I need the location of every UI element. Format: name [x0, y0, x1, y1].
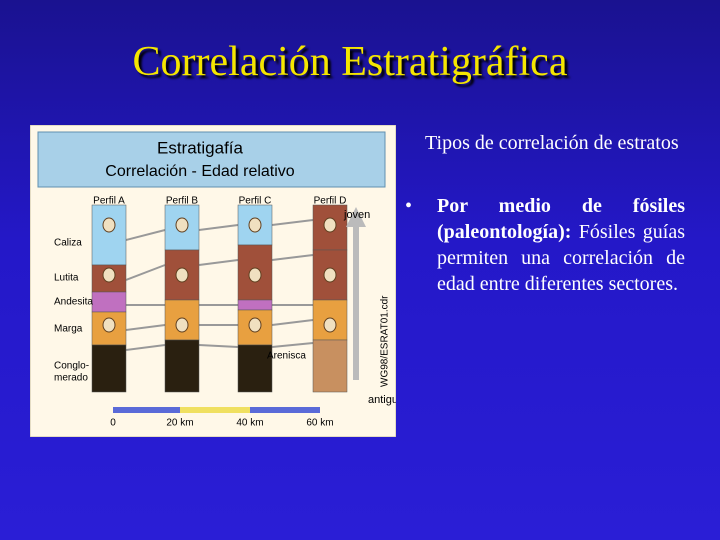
correlation-line	[125, 324, 166, 331]
bullet-text: Por medio de fósiles (paleontología): Fó…	[437, 193, 685, 297]
stratum	[91, 204, 127, 266]
slide-title: Correlación Estratigráfica	[132, 39, 568, 85]
text-heading: Tipos de correlación de estratos	[425, 130, 695, 156]
bullet-bold: Por medio de fósiles (paleontología):	[437, 195, 685, 243]
stratum	[164, 299, 200, 341]
fossil	[248, 267, 262, 283]
correlation-line	[271, 319, 314, 326]
stratum	[237, 344, 273, 393]
figure-header	[37, 131, 386, 188]
rock-label: Andesita	[54, 297, 93, 308]
fossil	[323, 267, 337, 283]
scale-seg	[180, 407, 250, 413]
fossil	[248, 217, 262, 233]
fossil	[323, 317, 337, 333]
correlation-line	[198, 259, 239, 266]
stratum	[237, 299, 273, 311]
arrow-head	[346, 207, 366, 227]
fossil	[102, 317, 116, 333]
rock-label: merado	[54, 373, 88, 384]
fossil	[175, 217, 189, 233]
rock-label: Marga	[54, 324, 83, 335]
scale-seg	[250, 407, 320, 413]
profile-label: Perfil A	[93, 196, 125, 207]
correlation-line	[271, 342, 314, 348]
profile-label: Perfil D	[314, 196, 347, 207]
fossil	[323, 217, 337, 233]
correlation-line	[198, 344, 239, 348]
stratum	[164, 249, 200, 301]
stratum	[91, 344, 127, 393]
figure-title: Estratigafía	[157, 138, 244, 157]
heading-text: Tipos de correlación de estratos	[425, 132, 679, 154]
figure-subtitle: Correlación - Edad relativo	[105, 163, 295, 180]
fossil	[175, 317, 189, 333]
fossil	[248, 317, 262, 333]
stratum	[91, 291, 127, 313]
stratum	[312, 339, 348, 393]
scale-label: 0	[110, 418, 116, 429]
fossil	[175, 267, 189, 283]
rock-label: Lutita	[54, 273, 79, 284]
correlation-line	[125, 264, 166, 281]
figure: Estratigafía Correlación - Edad relativo…	[30, 125, 396, 437]
correlation-line	[125, 344, 166, 351]
stratum	[164, 339, 200, 393]
scale-label: 20 km	[166, 418, 193, 429]
credit: WG98/ESRAT01.cdr	[380, 295, 391, 387]
profile-label: Perfil B	[166, 196, 199, 207]
bullet-rest: Fósiles guías permiten una correlación d…	[437, 221, 685, 295]
scale-seg	[113, 407, 180, 413]
correlation-line	[271, 254, 314, 261]
arrow-bottom: antiguo	[368, 394, 396, 406]
rock-label: Conglo-	[54, 361, 89, 372]
arrow-top: joven	[343, 209, 370, 221]
rock-label: Caliza	[54, 238, 82, 249]
columns: Perfil A Perfil B Perfil C Perfil D Caliza Lu…	[54, 196, 348, 429]
scale-label: 60 km	[306, 418, 333, 429]
bullet: • Por medio de fósiles (paleontología): …	[405, 193, 685, 297]
correlation-line	[198, 224, 239, 231]
profile-label: Perfil C	[239, 196, 272, 207]
bullet-symbol: •	[405, 195, 413, 217]
correlation-line	[125, 229, 166, 241]
correlation-line	[271, 219, 314, 226]
fossil	[102, 267, 116, 283]
side-label: Arenisca	[267, 351, 306, 362]
fossil	[102, 217, 116, 233]
scale-label: 40 km	[236, 418, 263, 429]
